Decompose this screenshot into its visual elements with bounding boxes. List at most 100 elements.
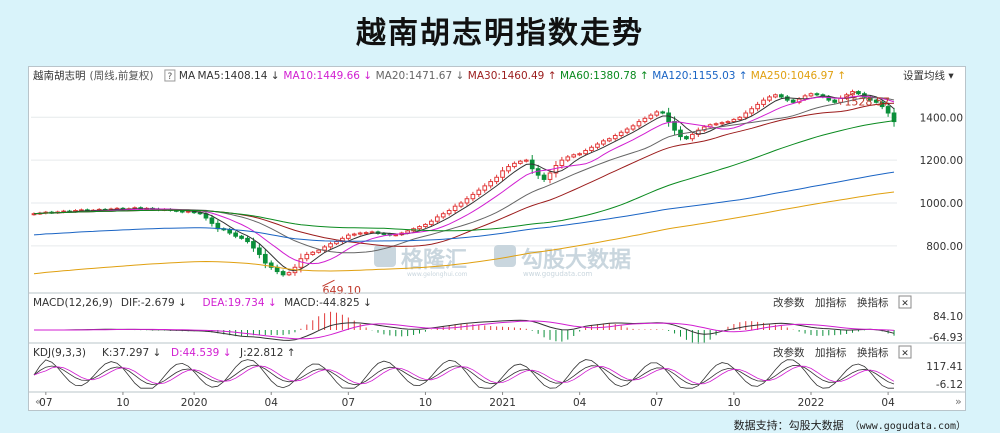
kdj-params-button[interactable]: 改参数 bbox=[773, 346, 805, 359]
kdj-close-box[interactable] bbox=[898, 345, 912, 359]
candle-body bbox=[737, 116, 743, 120]
stock-chart[interactable]: 越南胡志明 (周线,前复权)? MA MA5:1408.14 ↓ MA10:1449.6… bbox=[28, 66, 966, 411]
candle-body bbox=[565, 156, 571, 161]
kdj-close-icon[interactable]: ✕ bbox=[901, 349, 909, 359]
candle-body bbox=[440, 213, 446, 218]
candle-body bbox=[286, 272, 292, 276]
candle-body bbox=[518, 160, 523, 164]
ma-settings-button[interactable]: 设置均线 ▾ bbox=[903, 69, 954, 82]
ma-label: MA bbox=[179, 70, 196, 82]
candle-body bbox=[357, 232, 363, 235]
candle-body bbox=[648, 114, 654, 119]
help-box[interactable] bbox=[164, 69, 176, 82]
candle-body bbox=[606, 138, 612, 142]
annotation-pointer bbox=[322, 279, 335, 287]
candle-body bbox=[179, 210, 185, 213]
credit-label: 数据支持：勾股大数据 bbox=[733, 419, 844, 432]
kdj-k-line bbox=[33, 364, 895, 386]
candle-body bbox=[701, 126, 707, 131]
candle-body bbox=[559, 159, 565, 167]
candle-body bbox=[672, 121, 677, 131]
candle-body bbox=[589, 146, 594, 151]
watermark-left-sub: www.gelonghui.com bbox=[407, 271, 468, 278]
ma-value-ma5: MA5:1408.14 ↓ bbox=[198, 70, 280, 82]
macd-value-2: MACD:-44.825 ↓ bbox=[284, 297, 372, 309]
candle-body bbox=[630, 125, 636, 130]
macd-y-tick-bottom: -64.93 bbox=[929, 332, 963, 344]
candle-body bbox=[476, 189, 482, 195]
watermark-right-sub: www.gogudata.com bbox=[523, 270, 592, 278]
candle-body bbox=[280, 271, 286, 276]
x-tick-label: 04 bbox=[573, 397, 587, 409]
macd-close-box[interactable] bbox=[898, 295, 912, 309]
watermark-logo-left bbox=[374, 245, 396, 267]
candle-body bbox=[832, 99, 838, 103]
scroll-right-button[interactable]: » bbox=[955, 395, 962, 408]
help-icon[interactable]: ? bbox=[168, 72, 173, 82]
ma-line-ma250 bbox=[33, 191, 895, 275]
ma-line-ma20 bbox=[33, 97, 895, 254]
ma-value-ma60: MA60:1380.78 ↑ bbox=[560, 70, 649, 82]
kdj-add-indicator-button[interactable]: 加指标 bbox=[815, 346, 847, 359]
candle-body bbox=[684, 136, 689, 140]
credit-url: （www.gogudata.com） bbox=[849, 421, 966, 432]
candle-body bbox=[345, 234, 351, 239]
kdj-switch-indicator-button[interactable]: 换指标 bbox=[857, 346, 889, 359]
candle-body bbox=[446, 210, 452, 215]
annotation-label: 1528.57 bbox=[844, 96, 890, 109]
candle-body bbox=[506, 166, 511, 172]
macd-y-tick-top: 84.10 bbox=[933, 311, 963, 323]
candle-body bbox=[624, 128, 630, 133]
macd-switch-indicator-button[interactable]: 换指标 bbox=[857, 296, 889, 309]
candle-body bbox=[470, 193, 476, 200]
macd-dif-line bbox=[34, 319, 895, 341]
macd-dea-line bbox=[34, 320, 895, 340]
candle-body bbox=[808, 93, 814, 97]
candle-body bbox=[725, 121, 731, 124]
candle-body bbox=[826, 96, 832, 101]
candle-body bbox=[583, 150, 588, 155]
candle-body bbox=[31, 213, 37, 216]
candle-body bbox=[322, 246, 327, 251]
candle-body bbox=[494, 176, 499, 183]
ma-value-ma30: MA30:1460.49 ↑ bbox=[468, 70, 557, 82]
chart-canvas: 越南胡志明 (周线,前复权)? MA MA5:1408.14 ↓ MA10:1449.6… bbox=[29, 69, 965, 409]
watermark-left: 格隆汇 bbox=[401, 247, 467, 273]
page-title: 越南胡志明指数走势 bbox=[356, 16, 644, 51]
candle-body bbox=[767, 96, 772, 101]
candle-body bbox=[423, 223, 428, 228]
candle-body bbox=[233, 232, 238, 237]
candle-body bbox=[304, 253, 310, 260]
x-tick-label: 10 bbox=[727, 397, 740, 409]
macd-add-indicator-button[interactable]: 加指标 bbox=[815, 296, 847, 309]
candle-body bbox=[482, 185, 488, 191]
ma-value-ma120: MA120:1155.03 ↑ bbox=[652, 70, 747, 82]
candle-body bbox=[328, 243, 333, 248]
candle-body bbox=[458, 202, 464, 207]
candle-body bbox=[713, 123, 719, 126]
price-indicator-name: 越南胡志明 bbox=[33, 69, 86, 82]
x-tick-label: 10 bbox=[116, 397, 129, 409]
macd-params-button[interactable]: 改参数 bbox=[773, 296, 805, 309]
candle-body bbox=[571, 154, 577, 158]
x-tick-label: 2021 bbox=[489, 397, 516, 409]
candle-body bbox=[660, 111, 666, 114]
candle-body bbox=[612, 135, 618, 140]
candle-body bbox=[298, 258, 304, 268]
watermark-logo-right bbox=[494, 245, 516, 267]
candle-body bbox=[749, 108, 755, 114]
macd-close-icon[interactable]: ✕ bbox=[901, 299, 909, 309]
candle-body bbox=[215, 222, 221, 230]
x-tick-label: 10 bbox=[419, 397, 432, 409]
candle-body bbox=[334, 241, 339, 245]
scroll-left-button[interactable]: « bbox=[35, 395, 42, 408]
annotation-pointer bbox=[844, 91, 857, 99]
candle-body bbox=[873, 99, 879, 103]
x-tick-label: 04 bbox=[881, 397, 895, 409]
candle-body bbox=[666, 112, 671, 123]
macd-value-0: DIF:-2.679 ↓ bbox=[121, 297, 187, 309]
candle-body bbox=[197, 212, 203, 215]
x-tick-label: 07 bbox=[650, 397, 663, 409]
price-period-label: (周线,前复权) bbox=[90, 69, 154, 82]
candle-body bbox=[743, 112, 749, 118]
